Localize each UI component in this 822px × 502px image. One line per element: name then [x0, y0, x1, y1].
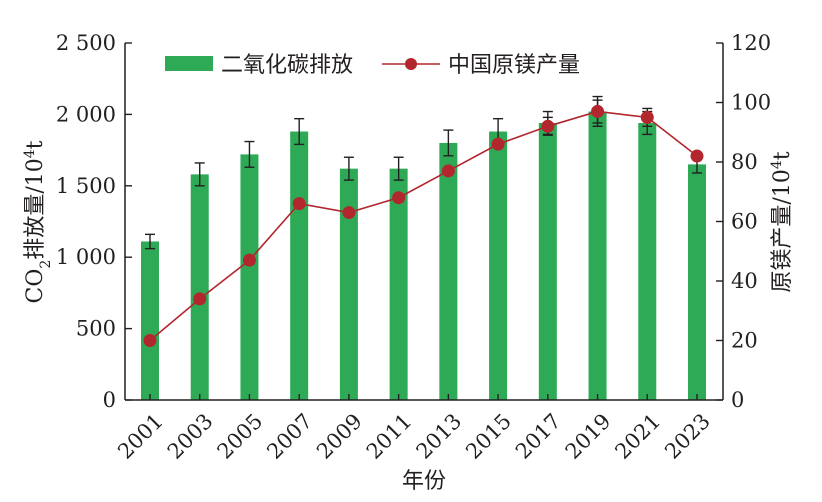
line-point-2011: [392, 191, 406, 205]
line-point-2009: [342, 206, 356, 220]
left-axis-title-sup: 4: [22, 149, 38, 158]
x-tick-label-2013: 2013: [412, 409, 467, 464]
right-tick-label: 20: [731, 329, 758, 353]
bar-error-2003: [194, 162, 205, 187]
bar-series: [141, 111, 706, 400]
bar-error-2009: [343, 156, 354, 181]
right-tick-label: 40: [731, 269, 758, 293]
bar-error-2007: [294, 117, 305, 146]
x-tick-label-2019: 2019: [561, 409, 616, 464]
legend-line-label: 中国原镁产量: [448, 53, 580, 78]
bar-2005: [240, 154, 259, 400]
left-tick-label: 500: [76, 317, 116, 341]
line-point-2019: [591, 104, 605, 118]
line-point-2023: [690, 149, 704, 163]
bar-error-2013: [443, 129, 454, 157]
x-axis-title: 年份: [402, 469, 446, 494]
legend-line-marker: [405, 58, 417, 70]
line-point-2007: [292, 197, 306, 211]
left-tick-label: 0: [103, 388, 116, 412]
x-tick-label-2017: 2017: [511, 409, 566, 464]
left-tick-label: 2 500: [56, 31, 116, 55]
bar-error-2011: [393, 156, 404, 181]
line-point-2005: [242, 253, 256, 267]
left-axis-title-rest: 排放量/10: [23, 158, 48, 259]
bar-2023: [688, 164, 706, 400]
line-point-2015: [491, 137, 505, 151]
x-tick-label-2001: 2001: [113, 409, 168, 464]
left-axis-title-unit: t: [23, 140, 48, 149]
right-axis-title: 原镁产量/104t: [769, 151, 795, 292]
bar-2003: [190, 174, 209, 400]
line-point-2021: [640, 110, 654, 124]
bar-2001: [141, 241, 159, 400]
legend-bar-label: 二氧化碳排放: [221, 53, 353, 78]
x-tick-label-2003: 2003: [163, 409, 218, 464]
x-tick-label-2011: 2011: [362, 409, 417, 464]
bar-2017: [538, 122, 557, 400]
bar-2011: [389, 168, 408, 400]
legend-bar-swatch: [165, 56, 213, 71]
right-tick-label: 80: [731, 150, 758, 174]
line-point-2001: [143, 334, 157, 347]
legend: 二氧化碳排放 中国原镁产量: [165, 53, 580, 78]
bar-error-2001: [145, 233, 155, 250]
bar-2021: [638, 122, 657, 400]
bar-error-2005: [244, 140, 255, 168]
line-point-2003: [193, 292, 207, 306]
x-tick-label-2021: 2021: [610, 409, 665, 464]
x-tick-label-2023: 2023: [660, 409, 715, 464]
x-ticks: 2001200320052007200920112013201520172019…: [113, 394, 715, 464]
x-tick-label-2009: 2009: [312, 409, 367, 464]
right-axis-title-main: 原镁产量/10: [770, 169, 795, 292]
left-ticks: 0 500 1 000 1 500 2 000 2 500: [56, 31, 132, 412]
left-tick-label: 1 000: [56, 245, 116, 269]
right-tick-label: 0: [731, 388, 744, 412]
error-bars: [145, 99, 702, 250]
bar-2019: [588, 111, 607, 400]
line-path: [149, 110, 698, 342]
x-tick-label-2007: 2007: [262, 409, 317, 464]
right-ticks: 0 20 40 60 80 100 120: [716, 31, 771, 412]
right-tick-label: 120: [731, 31, 771, 55]
left-axis-title-main: CO: [23, 269, 48, 304]
right-tick-label: 100: [731, 91, 771, 115]
bar-2013: [439, 142, 458, 400]
line-point-2017: [541, 119, 555, 133]
bar-2007: [290, 131, 309, 400]
x-tick-label-2005: 2005: [213, 409, 268, 464]
bar-2015: [489, 131, 508, 400]
right-axis-title-unit: t: [770, 151, 795, 160]
bar-2009: [339, 168, 358, 400]
left-tick-label: 2 000: [56, 102, 116, 126]
line-series: [143, 95, 704, 347]
x-tick-label-2015: 2015: [461, 409, 516, 464]
line-point-2013: [441, 164, 455, 178]
left-axis-title: CO2排放量/104t: [22, 140, 54, 303]
right-tick-label: 60: [731, 210, 758, 234]
right-axis-title-sup: 4: [769, 160, 785, 169]
left-axis-title-sub: 2: [38, 260, 54, 269]
left-tick-label: 1 500: [56, 174, 116, 198]
